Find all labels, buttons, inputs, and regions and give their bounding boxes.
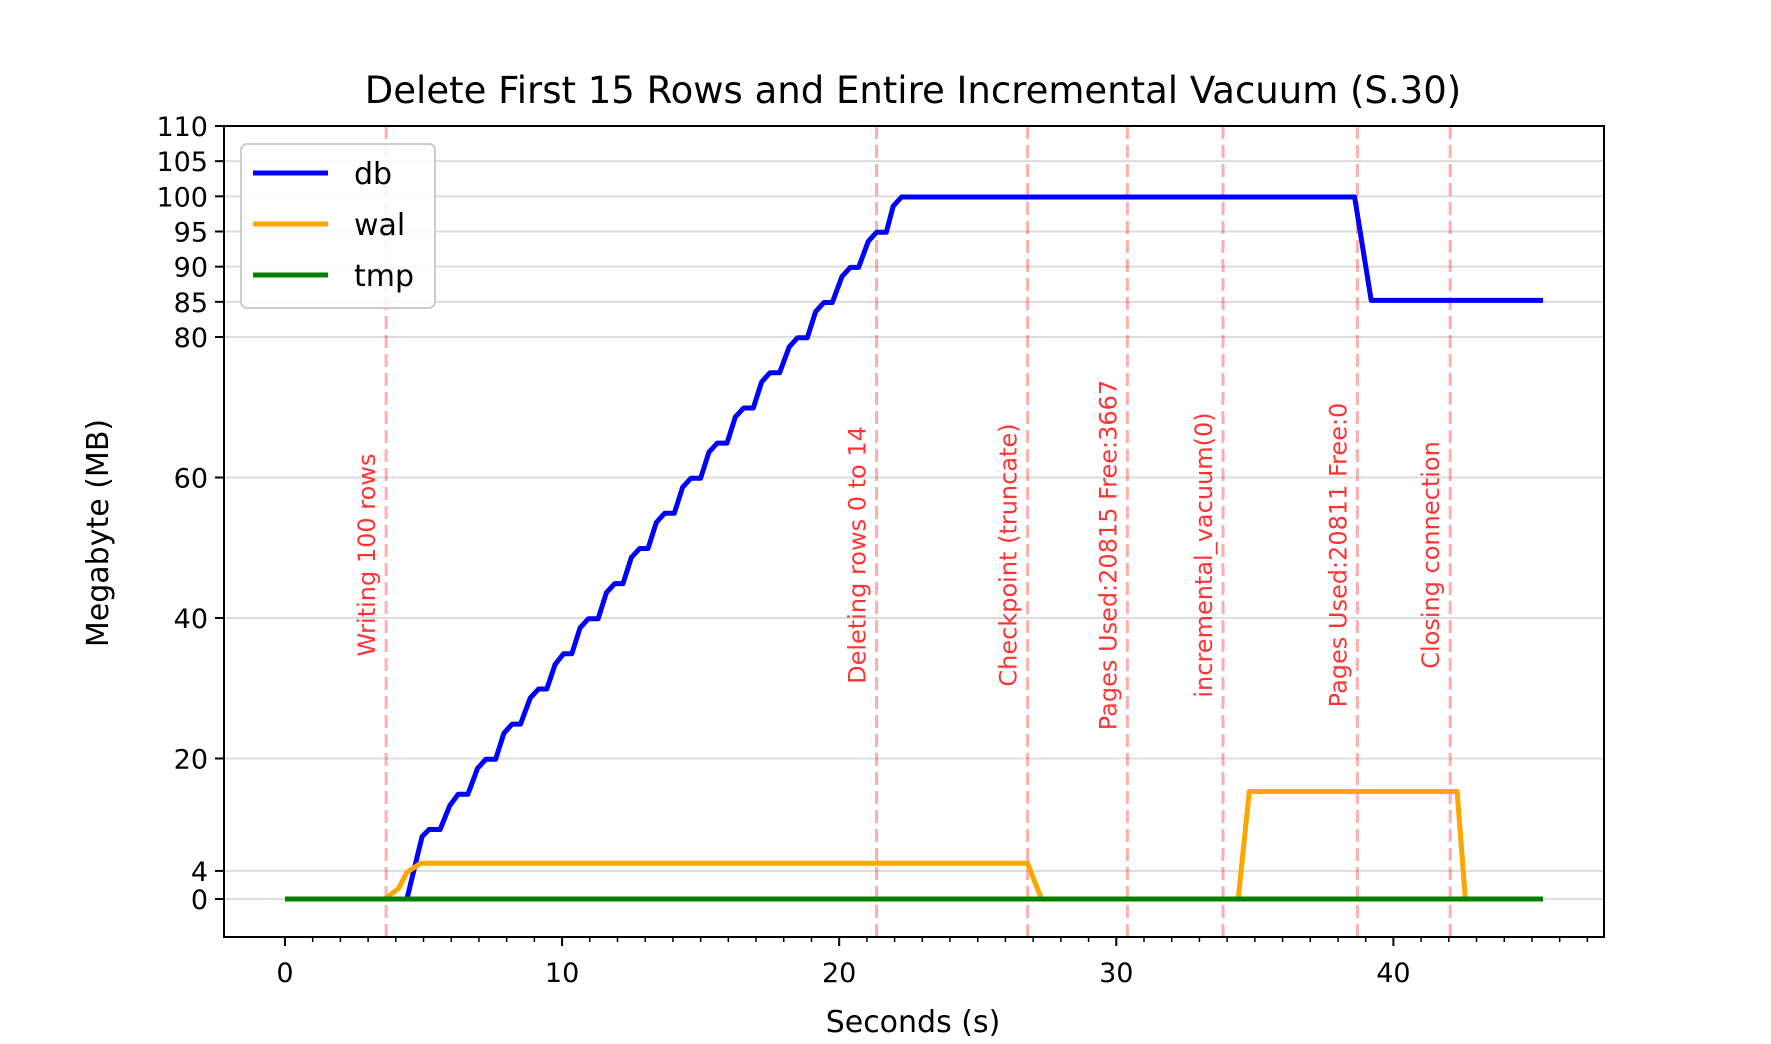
y-tick-label: 20: [174, 745, 208, 776]
x-tick-label: 20: [822, 958, 856, 989]
x-tick-label: 40: [1376, 958, 1410, 989]
event-label: Closing connection: [1417, 441, 1445, 669]
plot-frame: [223, 125, 1605, 938]
y-tick-label: 0: [191, 885, 208, 916]
x-tick-label: 30: [1099, 958, 1133, 989]
x-tick-label: 10: [545, 958, 579, 989]
y-tick-label: 105: [156, 147, 208, 178]
legend: db wal tmp: [240, 143, 436, 309]
legend-label-db: db: [354, 157, 392, 192]
legend-label-tmp: tmp: [354, 259, 414, 294]
event-label: incremental_vacuum(0): [1190, 412, 1218, 697]
legend-box: [240, 143, 436, 309]
y-tick-label: 4: [191, 857, 208, 888]
event-label: Pages Used:20811 Free:0: [1324, 403, 1352, 708]
y-tick-label: 90: [174, 253, 208, 284]
x-axis-label: Seconds (s): [826, 1005, 1001, 1040]
y-tick-label: 80: [174, 323, 208, 354]
y-tick-label: 110: [156, 112, 208, 143]
y-tick-label: 85: [174, 288, 208, 319]
x-tick-label: 0: [276, 958, 293, 989]
series-line-wal: [285, 789, 1543, 902]
series-line-db: [285, 194, 1543, 902]
y-axis-label: Megabyte (MB): [81, 419, 116, 647]
y-tick-label: 40: [174, 604, 208, 635]
event-label: Checkpoint (truncate): [995, 423, 1023, 686]
event-label: Deleting rows 0 to 14: [844, 426, 872, 684]
event-label: Pages Used:20815 Free:3667: [1094, 380, 1122, 730]
y-tick-label: 60: [174, 464, 208, 495]
event-markers: Writing 100 rows Deleting rows 0 to 14 Che…: [353, 126, 1452, 937]
y-tick-label: 95: [174, 218, 208, 249]
series-lines: [285, 194, 1543, 902]
y-tick-label: 100: [156, 182, 208, 213]
chart-title: Delete First 15 Rows and Entire Incremen…: [365, 69, 1461, 112]
legend-label-wal: wal: [354, 208, 405, 243]
event-label: Writing 100 rows: [353, 454, 381, 657]
